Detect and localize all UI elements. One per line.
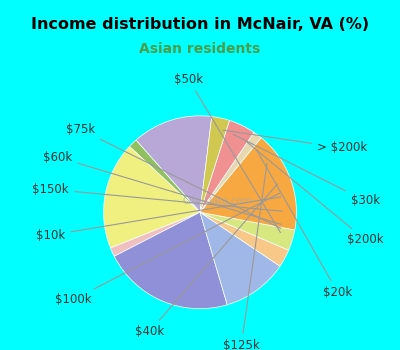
Wedge shape xyxy=(200,117,230,212)
Text: $10k: $10k xyxy=(36,197,281,242)
Text: $75k: $75k xyxy=(66,123,281,228)
Wedge shape xyxy=(104,146,200,248)
Text: > $200k: > $200k xyxy=(223,130,368,154)
Wedge shape xyxy=(200,212,295,250)
Text: $60k: $60k xyxy=(43,150,281,224)
Text: $125k: $125k xyxy=(223,163,267,350)
Wedge shape xyxy=(200,212,280,305)
Text: $150k: $150k xyxy=(32,183,282,211)
Wedge shape xyxy=(200,212,289,266)
Text: $200k: $200k xyxy=(246,141,384,246)
Wedge shape xyxy=(110,212,200,256)
Text: $20k: $20k xyxy=(257,150,352,299)
Wedge shape xyxy=(200,120,254,212)
Text: Income distribution in McNair, VA (%): Income distribution in McNair, VA (%) xyxy=(31,17,369,32)
Text: $100k: $100k xyxy=(56,193,280,306)
Text: City-Data.com: City-Data.com xyxy=(182,196,252,206)
Text: $40k: $40k xyxy=(135,184,278,338)
Wedge shape xyxy=(200,138,296,230)
Wedge shape xyxy=(136,116,212,212)
Text: $30k: $30k xyxy=(233,134,380,207)
Wedge shape xyxy=(130,140,200,212)
Text: Asian residents: Asian residents xyxy=(139,42,261,56)
Wedge shape xyxy=(200,132,261,212)
Wedge shape xyxy=(114,212,227,309)
Text: $50k: $50k xyxy=(174,72,280,232)
